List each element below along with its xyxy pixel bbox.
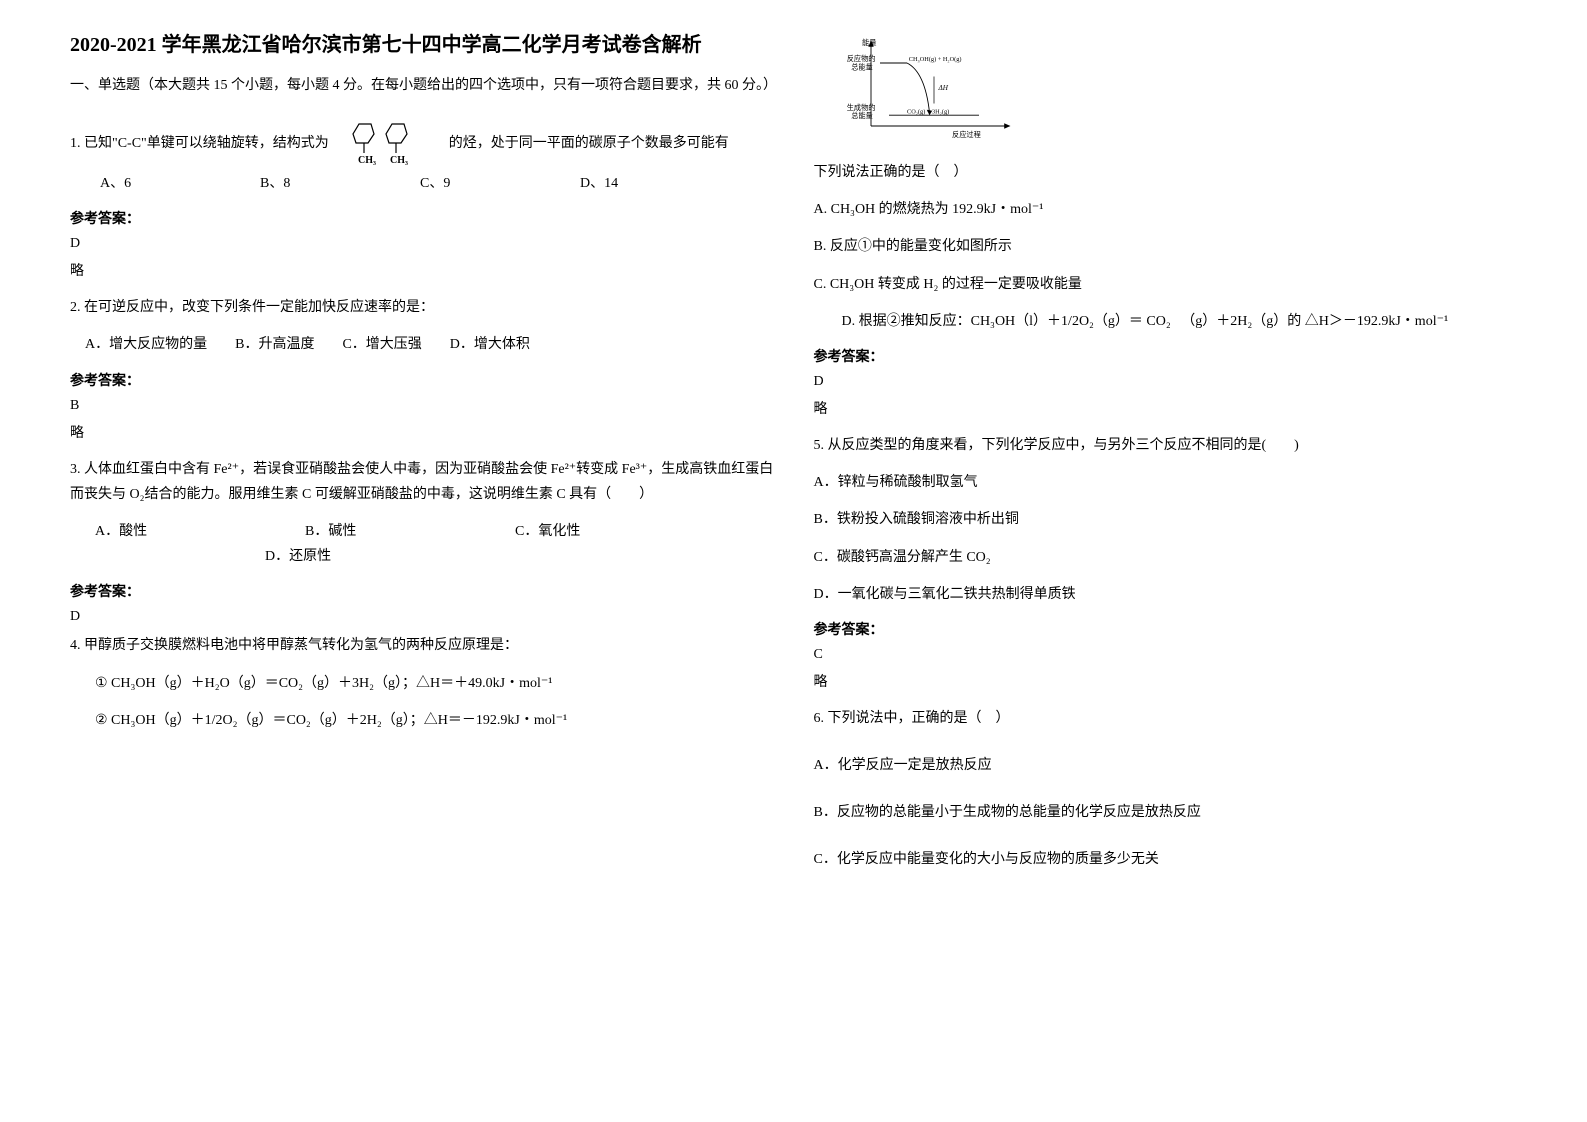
q1-text-after: 的烃，处于同一平面的碳原子个数最多可能有 [449, 131, 729, 156]
q1-opt-a: A、6 [100, 171, 260, 196]
svg-text:生成物的: 生成物的 [846, 103, 875, 112]
q6-opt-a: A．化学反应一定是放热反应 [814, 753, 1518, 778]
q1-text-before: 1. 已知"C-C"单键可以绕轴旋转，结构式为 [70, 131, 329, 156]
q4-eq2: ② CH₃OH（g）＋1/2O₂（g）＝CO₂（g）＋2H₂（g）；△H＝－19… [70, 708, 774, 733]
q5-answer-label: 参考答案： [814, 619, 1518, 639]
question-6: 6. 下列说法中，正确的是（ ） [814, 706, 1518, 731]
q5-opt-d: D．一氧化碳与三氧化二铁共热制得单质铁 [814, 582, 1518, 607]
svg-text:CH₃OH(g) + H₂O(g): CH₃OH(g) + H₂O(g) [908, 56, 961, 63]
diagram-y-label: 能量 [862, 38, 876, 47]
question-3: 3. 人体血红蛋白中含有 Fe²⁺，若误食亚硝酸盐会使人中毒，因为亚硝酸盐会使 … [70, 457, 774, 507]
q1-answer: D [70, 236, 774, 252]
q3-opt-c: C．氧化性 [515, 519, 725, 544]
q2-answer-label: 参考答案： [70, 370, 774, 390]
q3-answer: D [70, 609, 774, 625]
svg-text:总能量: 总能量 [851, 111, 873, 120]
document-title: 2020-2021 学年黑龙江省哈尔滨市第七十四中学高二化学月考试卷含解析 [70, 30, 774, 60]
q6-opt-c: C．化学反应中能量变化的大小与反应物的质量多少无关 [814, 847, 1518, 872]
q1-opt-c: C、9 [420, 171, 580, 196]
svg-text:反应物的: 反应物的 [846, 54, 875, 63]
q4-followup: 下列说法正确的是（ ） [814, 160, 1518, 185]
right-column: 能量 反应物的 总能量 CH₃OH(g) + H₂O(g) ΔH 生成物的 总能… [794, 30, 1538, 1092]
svg-text:CH₃: CH₃ [358, 155, 376, 166]
svg-text:总能量: 总能量 [851, 62, 873, 71]
svg-text:ΔH: ΔH [937, 84, 948, 92]
section-header: 一、单选题（本大题共 15 个小题，每小题 4 分。在每小题给出的四个选项中，只… [70, 75, 774, 96]
left-column: 2020-2021 学年黑龙江省哈尔滨市第七十四中学高二化学月考试卷含解析 一、… [50, 30, 794, 1092]
q1-options: A、6 B、8 C、9 D、14 [70, 171, 774, 196]
molecule-icon: CH₃ CH₃ [344, 116, 434, 171]
q5-note: 略 [814, 671, 1518, 691]
q1-note: 略 [70, 260, 774, 280]
q3-options: A．酸性 B．碱性 C．氧化性 D．还原性 [70, 519, 774, 569]
q4-answer-label: 参考答案： [814, 346, 1518, 366]
q4-answer: D [814, 374, 1518, 390]
q2-options: A．增大反应物的量 B．升高温度 C．增大压强 D．增大体积 [70, 332, 774, 357]
question-2: 2. 在可逆反应中，改变下列条件一定能加快反应速率的是： [70, 295, 774, 320]
q3-opt-d: D．还原性 [265, 549, 331, 564]
q1-answer-label: 参考答案： [70, 208, 774, 228]
question-4: 4. 甲醇质子交换膜燃料电池中将甲醇蒸气转化为氢气的两种反应原理是： [70, 633, 774, 658]
q2-answer: B [70, 398, 774, 414]
q6-opt-b: B．反应物的总能量小于生成物的总能量的化学反应是放热反应 [814, 800, 1518, 825]
q2-note: 略 [70, 422, 774, 442]
q4-opt-a: A. CH₃OH 的燃烧热为 192.9kJ・mol⁻¹ [814, 197, 1518, 222]
energy-diagram: 能量 反应物的 总能量 CH₃OH(g) + H₂O(g) ΔH 生成物的 总能… [814, 30, 1518, 160]
q3-opt-a: A．酸性 [95, 519, 305, 544]
q5-opt-b: B．铁粉投入硫酸铜溶液中析出铜 [814, 507, 1518, 532]
q4-opt-b: B. 反应①中的能量变化如图所示 [814, 234, 1518, 259]
q1-opt-b: B、8 [260, 171, 420, 196]
q5-opt-c: C．碳酸钙高温分解产生 CO₂ [814, 545, 1518, 570]
q3-opt-b: B．碱性 [305, 519, 515, 544]
q3-answer-label: 参考答案： [70, 581, 774, 601]
q4-opt-d: D. 根据②推知反应：CH₃OH（l）＋1/2O₂（g）＝ CO₂ （g）＋2H… [814, 309, 1518, 334]
question-1: 1. 已知"C-C"单键可以绕轴旋转，结构式为 CH₃ CH₃ 的烃，处于同一平… [70, 116, 774, 171]
q5-opt-a: A．锌粒与稀硫酸制取氢气 [814, 470, 1518, 495]
q4-note: 略 [814, 398, 1518, 418]
q4-opt-c: C. CH₃OH 转变成 H₂ 的过程一定要吸收能量 [814, 272, 1518, 297]
q1-opt-d: D、14 [580, 171, 740, 196]
question-5: 5. 从反应类型的角度来看，下列化学反应中，与另外三个反应不相同的是( ) [814, 433, 1518, 458]
q4-eq1: ① CH₃OH（g）＋H₂O（g）＝CO₂（g）＋3H₂（g）；△H＝＋49.0… [70, 671, 774, 696]
svg-text:CH₃: CH₃ [390, 155, 408, 166]
svg-text:反应过程: 反应过程 [952, 130, 981, 139]
q5-answer: C [814, 647, 1518, 663]
svg-text:CO₂(g) + 3H₂(g): CO₂(g) + 3H₂(g) [907, 108, 949, 115]
